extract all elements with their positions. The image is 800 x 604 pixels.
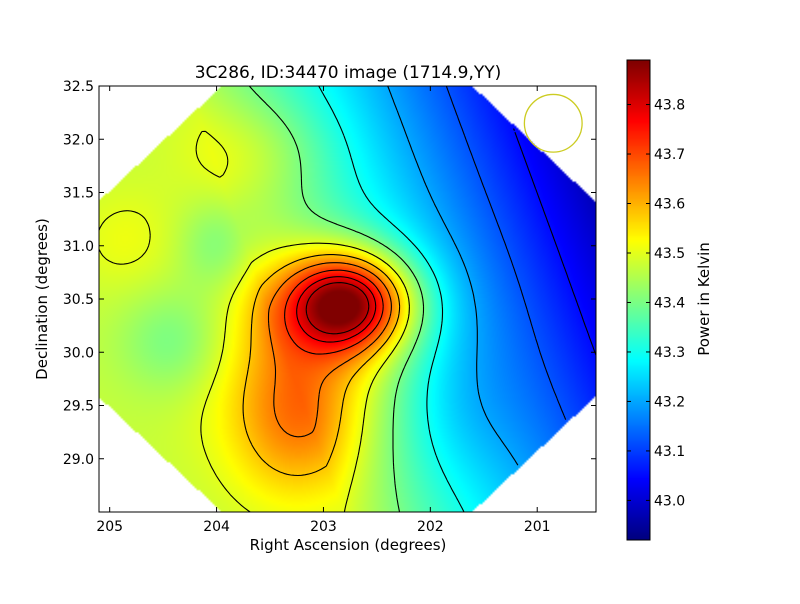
contour-level-10 bbox=[305, 282, 370, 335]
x-axis-ticks: 205 204 203 202 201 bbox=[96, 86, 551, 535]
contour-level-5 bbox=[98, 130, 410, 513]
colorbar-tick-label: 43.0 bbox=[654, 493, 685, 509]
contour-level-8 bbox=[284, 269, 384, 355]
y-tick-label: 30.0 bbox=[63, 345, 94, 361]
contour-level-2 bbox=[387, 85, 519, 466]
x-tick-label: 203 bbox=[310, 519, 337, 535]
x-axis-label: Right Ascension (degrees) bbox=[250, 536, 447, 554]
colorbar-label: Power in Kelvin bbox=[695, 242, 713, 356]
colorbar-frame bbox=[626, 59, 651, 541]
chart-title: 3C286, ID:34470 image (1714.9,YY) bbox=[195, 63, 502, 83]
beam-marker bbox=[523, 93, 583, 153]
y-axis-ticks: 29.0 29.5 30.0 30.5 31.0 31.5 32.0 32.5 bbox=[63, 79, 596, 468]
colorbar-tick-label: 43.6 bbox=[654, 197, 685, 213]
y-tick-label: 32.5 bbox=[63, 79, 94, 95]
contour-level-1 bbox=[445, 85, 567, 420]
colorbar-ticks: 43.0 43.1 43.2 43.3 43.4 43.5 43.6 43.7 43.8 bbox=[627, 98, 685, 509]
colorbar-gradient bbox=[627, 60, 650, 540]
x-tick-label: 205 bbox=[96, 519, 123, 535]
colorbar-tick-label: 43.8 bbox=[654, 98, 685, 114]
colorbar-tick-label: 43.1 bbox=[654, 444, 685, 460]
y-tick-label: 31.0 bbox=[63, 239, 94, 255]
y-tick-label: 29.0 bbox=[63, 452, 94, 468]
heatmap-image bbox=[99, 86, 596, 512]
y-tick-label: 29.5 bbox=[63, 399, 94, 415]
contour-level-0 bbox=[513, 128, 597, 356]
contour-level-4 bbox=[248, 85, 425, 513]
x-tick-label: 201 bbox=[524, 519, 551, 535]
colorbar-tick-label: 43.5 bbox=[654, 246, 685, 262]
colorbar-tick-label: 43.7 bbox=[654, 147, 685, 163]
x-tick-label: 204 bbox=[203, 519, 230, 535]
contour-level-6 bbox=[242, 254, 401, 477]
y-tick-label: 31.5 bbox=[63, 186, 94, 202]
x-tick-label: 202 bbox=[417, 519, 444, 535]
contour-lines bbox=[98, 85, 597, 513]
contour-level-7 bbox=[267, 262, 392, 438]
y-tick-label: 32.0 bbox=[63, 132, 94, 148]
y-tick-label: 30.5 bbox=[63, 292, 94, 308]
colorbar-tick-label: 43.2 bbox=[654, 394, 685, 410]
colorbar-tick-label: 43.3 bbox=[654, 345, 685, 361]
y-axis-label: Declination (degrees) bbox=[33, 218, 51, 380]
colorbar-tick-label: 43.4 bbox=[654, 295, 685, 311]
contour-level-9 bbox=[296, 276, 377, 343]
